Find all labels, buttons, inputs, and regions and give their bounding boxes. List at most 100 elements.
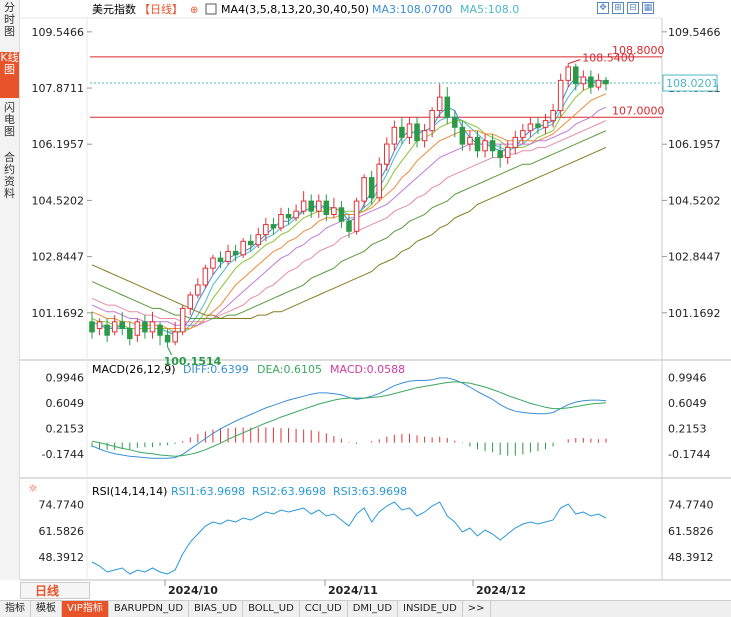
candle[interactable] (293, 204, 299, 222)
candle[interactable] (482, 134, 488, 158)
candle[interactable] (300, 191, 307, 215)
zoom-out-icon[interactable]: ⊟ (627, 2, 639, 14)
macd-title: MACD(26,12,9) (92, 363, 176, 376)
candle[interactable] (119, 311, 126, 336)
candle[interactable] (542, 113, 549, 135)
ma-line-ma3 (91, 76, 607, 336)
candle[interactable] (111, 315, 118, 336)
candle[interactable] (278, 207, 284, 232)
rsi-settings-icon[interactable]: ☼ (28, 482, 38, 495)
candle[interactable] (459, 120, 466, 151)
candle[interactable] (89, 311, 95, 339)
candle[interactable] (270, 217, 277, 235)
rsi-tick-right: 61.5826 (668, 525, 714, 538)
candle[interactable] (225, 244, 231, 265)
candle[interactable] (157, 321, 163, 346)
candle[interactable] (338, 201, 345, 228)
candle[interactable] (572, 63, 579, 91)
candle[interactable] (436, 83, 443, 118)
candle[interactable] (595, 73, 602, 91)
candle[interactable] (384, 137, 390, 171)
candle[interactable] (96, 318, 103, 336)
bottom-tab-7[interactable]: DMI_UD (348, 601, 399, 617)
candle[interactable] (603, 77, 609, 91)
candle[interactable] (142, 315, 148, 339)
candle[interactable] (323, 194, 330, 222)
candle[interactable] (127, 321, 133, 346)
bottom-tab-9[interactable]: >> (463, 601, 491, 617)
candle[interactable] (210, 254, 216, 275)
candle[interactable] (467, 130, 473, 151)
candle[interactable] (104, 318, 110, 342)
candle[interactable] (474, 130, 481, 158)
candle[interactable] (444, 87, 451, 124)
candle[interactable] (187, 291, 194, 316)
candle[interactable] (580, 70, 587, 91)
candle[interactable] (217, 251, 224, 269)
candle[interactable] (550, 103, 556, 128)
candle[interactable] (520, 123, 526, 145)
candle[interactable] (247, 234, 254, 252)
candle[interactable] (202, 264, 209, 289)
bottom-tab-1[interactable]: 模板 (31, 601, 62, 617)
zoom-in-icon[interactable]: ⊞ (612, 2, 624, 14)
candle[interactable] (391, 120, 398, 151)
candle[interactable] (376, 157, 383, 202)
candle[interactable] (399, 117, 405, 145)
candle[interactable] (406, 117, 413, 145)
bottom-tab-8[interactable]: INSIDE_UD (398, 601, 463, 617)
grid-icon[interactable]: ▦ (642, 2, 654, 14)
candle[interactable] (557, 73, 564, 118)
candle[interactable] (285, 207, 292, 225)
candle[interactable] (414, 117, 420, 148)
candle[interactable] (195, 278, 201, 299)
current-price-label: 108.0201 (666, 77, 719, 90)
candle[interactable] (308, 194, 314, 218)
bottom-tab-0[interactable]: 指标 (0, 601, 31, 617)
candle-body (504, 146, 511, 158)
candle[interactable] (232, 244, 239, 262)
candle[interactable] (134, 318, 141, 342)
candle-body (603, 79, 609, 85)
expand-icon[interactable]: ✥ (597, 2, 609, 14)
bottom-tab-4[interactable]: BIAS_UD (189, 601, 244, 617)
bottom-tab-2[interactable]: VIP指标 (62, 601, 109, 617)
candle[interactable] (179, 305, 186, 336)
candle[interactable] (535, 117, 541, 135)
tab-contract-info[interactable]: 合约资料 (4, 151, 15, 200)
period-button[interactable]: 日线 (20, 582, 90, 599)
candle[interactable] (315, 194, 322, 218)
candle[interactable] (421, 123, 428, 148)
tab-time-chart[interactable]: 分时图 (4, 1, 15, 38)
candle[interactable] (149, 311, 156, 339)
candle[interactable] (565, 63, 571, 88)
candle[interactable] (240, 237, 246, 259)
tab-kline-chart[interactable]: K线图 (0, 52, 19, 98)
bottom-tab-3[interactable]: BARUPDN_UD (109, 601, 190, 617)
indicator-toggle-icon[interactable] (205, 3, 217, 15)
candle[interactable] (429, 107, 435, 138)
candle[interactable] (346, 214, 352, 238)
candle[interactable] (452, 110, 458, 138)
candle[interactable] (263, 217, 269, 242)
candle[interactable] (504, 140, 511, 165)
chart-area[interactable]: 美元指数 【日线】 ⊕ MA4(3,5,8,13,20,30,40,50) MA… (0, 0, 731, 600)
candle[interactable] (164, 328, 171, 347)
candle[interactable] (588, 70, 594, 94)
candle[interactable] (489, 134, 496, 158)
candle[interactable] (497, 144, 503, 168)
candle[interactable] (172, 321, 178, 346)
tab-flash-chart[interactable]: 闪电图 (4, 101, 15, 138)
ma3-label: MA3:108.0700 (372, 3, 452, 16)
candle[interactable] (353, 197, 360, 235)
settings-icon[interactable]: ⊕ (190, 5, 198, 16)
candle[interactable] (368, 170, 375, 205)
candle[interactable] (361, 174, 367, 208)
candle[interactable] (527, 117, 534, 138)
period-tag[interactable]: 【日线】 (139, 2, 183, 16)
candle[interactable] (255, 227, 262, 249)
candle[interactable] (512, 130, 519, 155)
bottom-tab-5[interactable]: BOLL_UD (243, 601, 300, 617)
bottom-tab-6[interactable]: CCI_UD (300, 601, 348, 617)
candle[interactable] (331, 197, 337, 218)
